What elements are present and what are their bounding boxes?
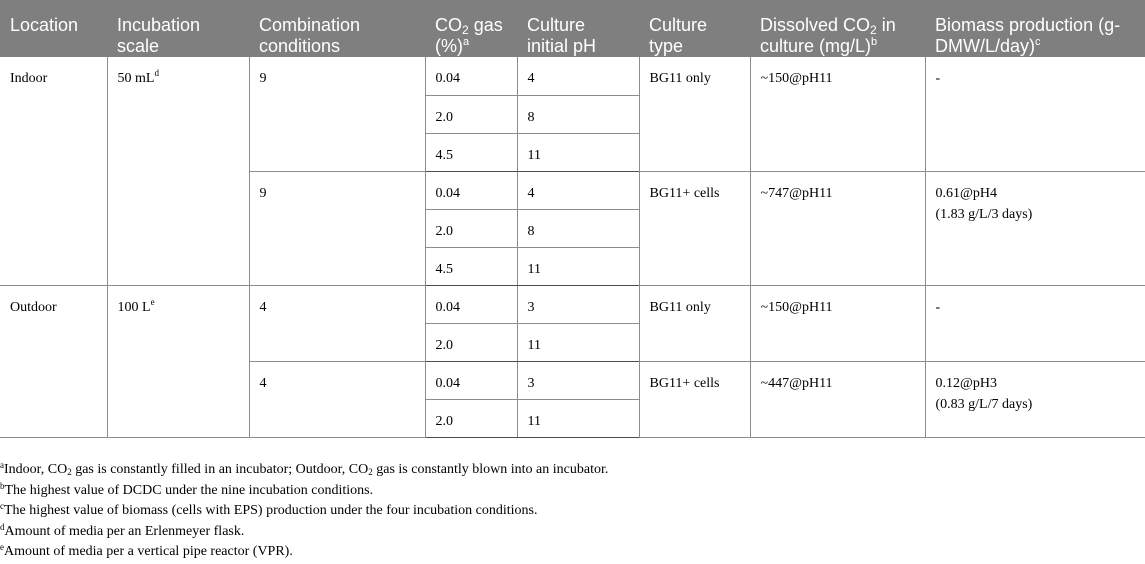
cell-ph: 4	[516, 171, 639, 210]
cell-co2: 0.04	[424, 171, 517, 210]
cell-combination: 9	[248, 171, 425, 286]
cell-culture-type: BG11+ cells	[638, 171, 750, 286]
cell-dissolved-co2: ~447@pH11	[749, 361, 925, 438]
header-combination-conditions: Combination conditions	[249, 0, 425, 57]
cell-culture-type: BG11+ cells	[638, 361, 750, 438]
cell-ph: 4	[516, 57, 639, 96]
cell-ph: 11	[516, 399, 639, 438]
data-table: Location Incubation scale Combination co…	[0, 0, 1145, 438]
header-location: Location	[0, 0, 107, 57]
footnotes: aIndoor, CO2 gas is constantly filled in…	[0, 460, 1145, 563]
cell-biomass: 0.12@pH3 (0.83 g/L/7 days)	[924, 361, 1145, 438]
cell-culture-type: BG11 only	[638, 57, 750, 172]
table-row: 2.0 11	[0, 323, 1145, 362]
cell-co2: 0.04	[424, 361, 517, 400]
cell-combination: 4	[248, 285, 425, 362]
cell-ph: 11	[516, 247, 639, 286]
cell-culture-type: BG11 only	[638, 285, 750, 362]
cell-incubation-scale: 100 Le	[106, 285, 249, 438]
cell-co2: 0.04	[424, 57, 517, 96]
cell-dissolved-co2: ~747@pH11	[749, 171, 925, 286]
cell-dissolved-co2: ~150@pH11	[749, 285, 925, 362]
header-incubation-scale: Incubation scale	[107, 0, 249, 57]
footnote-d: dAmount of media per an Erlenmeyer flask…	[0, 521, 245, 539]
table-row: Indoor 50 mLd 9 0.04 4 BG11 only ~150@pH…	[0, 57, 1145, 286]
cell-co2: 0.04	[424, 285, 517, 324]
header-dissolved-co2: Dissolved CO2 in culture (mg/L)b	[750, 0, 925, 57]
cell-location: Indoor	[0, 57, 107, 286]
table-row: 2.0 8	[0, 209, 1145, 248]
table-row: 4.5 11	[0, 247, 1145, 286]
footnote-a: aIndoor, CO2 gas is constantly filled in…	[0, 460, 609, 478]
header-row: Location Incubation scale Combination co…	[0, 0, 1145, 57]
cell-ph: 11	[516, 323, 639, 362]
cell-combination: 9	[248, 57, 425, 172]
cell-biomass: -	[924, 285, 1145, 362]
cell-co2: 2.0	[424, 323, 517, 362]
cell-ph: 3	[516, 361, 639, 400]
cell-co2: 2.0	[424, 95, 517, 134]
cell-incubation-scale: 50 mLd	[106, 57, 249, 286]
table-row: 2.0 8	[0, 95, 1145, 134]
header-culture-type: Culture type	[639, 0, 750, 57]
cell-co2: 4.5	[424, 133, 517, 172]
table-row: 4.5 11	[0, 133, 1145, 172]
table-row: 2.0 11	[0, 399, 1145, 438]
header-co2-gas: CO2 gas (%)a	[425, 0, 517, 57]
cell-dissolved-co2: ~150@pH11	[749, 57, 925, 172]
footnote-e: eAmount of media per a vertical pipe rea…	[0, 542, 293, 560]
footnote-b: bThe highest value of DCDC under the nin…	[0, 480, 374, 498]
header-biomass-production: Biomass production (g-DMW/L/day)c	[925, 0, 1145, 57]
table-row: 4 0.04 3 BG11+ cells ~447@pH11 0.12@pH3(…	[0, 361, 1145, 438]
cell-ph: 11	[516, 133, 639, 172]
cell-co2: 2.0	[424, 399, 517, 438]
header-culture-initial-ph: Culture initial pH	[517, 0, 639, 57]
cell-co2: 2.0	[424, 209, 517, 248]
cell-biomass: 0.61@pH4 (1.83 g/L/3 days)	[924, 171, 1145, 286]
footnote-c: cThe highest value of biomass (cells wit…	[0, 501, 538, 519]
cell-location: Outdoor	[0, 285, 107, 438]
cell-ph: 8	[516, 95, 639, 134]
table-row: Outdoor 100 Le 4 0.04 3 BG11 only ~150@p…	[0, 285, 1145, 438]
cell-biomass: -	[924, 57, 1145, 172]
cell-ph: 3	[516, 285, 639, 324]
cell-ph: 8	[516, 209, 639, 248]
cell-co2: 4.5	[424, 247, 517, 286]
table-row: 9 0.04 4 BG11+ cells ~747@pH11 0.61@pH4(…	[0, 171, 1145, 286]
cell-combination: 4	[248, 361, 425, 438]
